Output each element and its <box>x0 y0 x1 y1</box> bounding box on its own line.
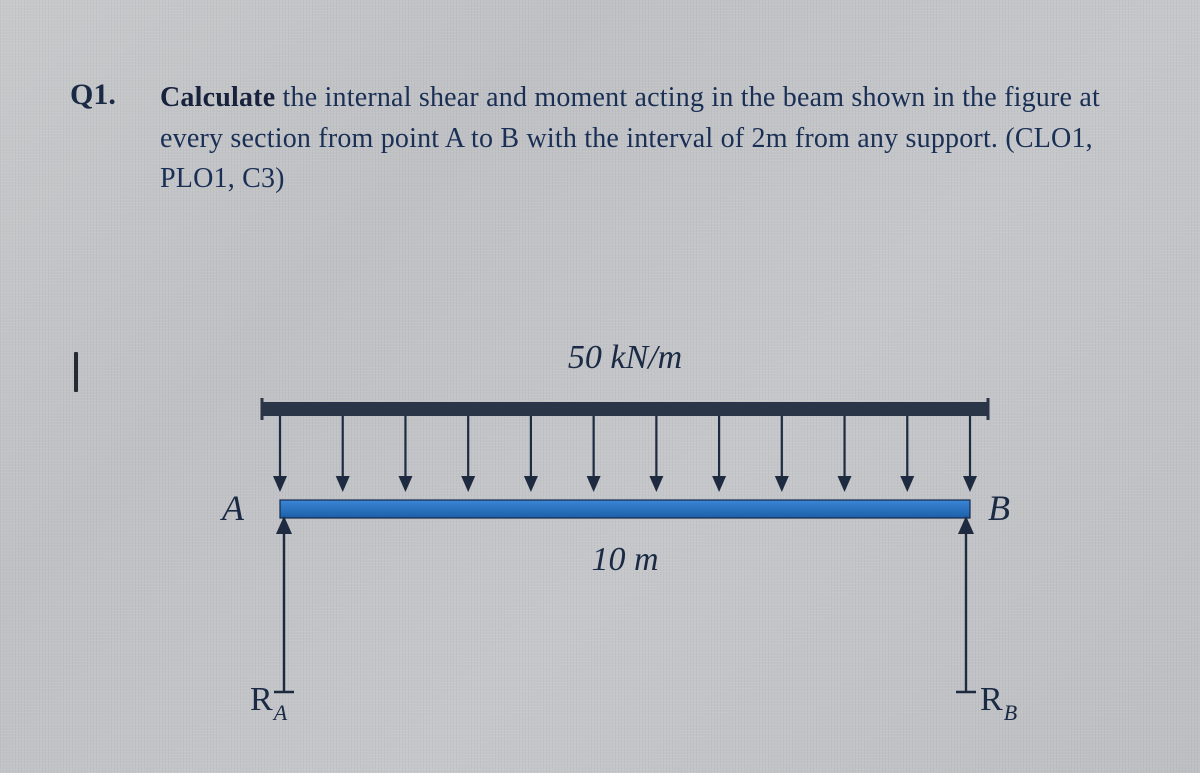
question-text: Calculate the internal shear and moment … <box>160 78 1140 200</box>
reaction-B-arrow <box>956 516 976 692</box>
reaction-A-label: RA <box>250 681 288 725</box>
page: Q1. Calculate the internal shear and mom… <box>0 0 1200 773</box>
question-row: Q1. Calculate the internal shear and mom… <box>70 78 1140 200</box>
question-body: the internal shear and moment acting in … <box>160 82 1100 194</box>
beam-svg: 50 kN/m A B 10 m RA RB <box>0 310 1200 740</box>
udl-bar <box>262 402 988 416</box>
reaction-B-label: RB <box>980 681 1017 725</box>
question-number: Q1. <box>70 78 130 112</box>
question-lead: Calculate <box>160 82 275 113</box>
point-B-label: B <box>988 488 1010 528</box>
beam <box>280 500 970 518</box>
span-label: 10 m <box>591 541 658 578</box>
point-A-label: A <box>220 488 245 528</box>
reaction-A-arrow <box>274 516 294 692</box>
beam-diagram: 50 kN/m A B 10 m RA RB <box>0 310 1200 740</box>
udl-label: 50 kN/m <box>568 339 682 376</box>
